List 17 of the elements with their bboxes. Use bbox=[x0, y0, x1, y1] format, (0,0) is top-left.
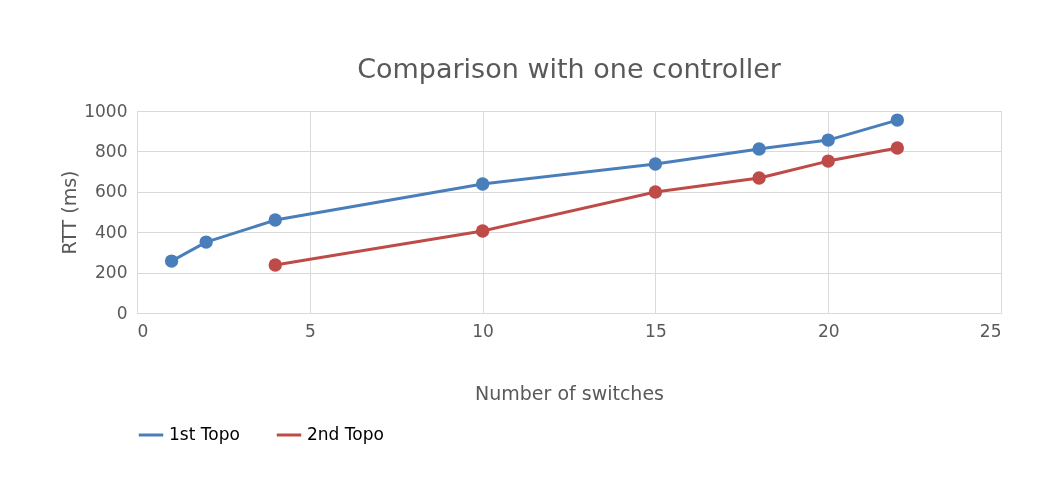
y-tick-label: 200 bbox=[95, 262, 128, 283]
y-tick-label: 600 bbox=[95, 181, 128, 202]
legend-label: 2nd Topo bbox=[307, 424, 384, 444]
chart-title: Comparison with one controller bbox=[357, 53, 782, 84]
y-tick-label: 1000 bbox=[84, 100, 128, 121]
y-axis-title: RTT (ms) bbox=[58, 170, 81, 255]
x-tick-label: 10 bbox=[472, 320, 494, 341]
y-tick-label: 800 bbox=[95, 140, 128, 161]
x-tick-label: 0 bbox=[137, 320, 149, 341]
x-axis-title: Number of switches bbox=[475, 381, 664, 404]
y-tick-label: 400 bbox=[95, 221, 128, 242]
x-tick-label: 5 bbox=[304, 320, 316, 341]
y-tick-label: 0 bbox=[116, 302, 128, 323]
x-tick-label: 25 bbox=[979, 320, 1002, 341]
x-tick-label: 15 bbox=[645, 320, 667, 341]
x-tick-label: 20 bbox=[817, 320, 840, 341]
legend-label: 1st Topo bbox=[169, 424, 240, 444]
